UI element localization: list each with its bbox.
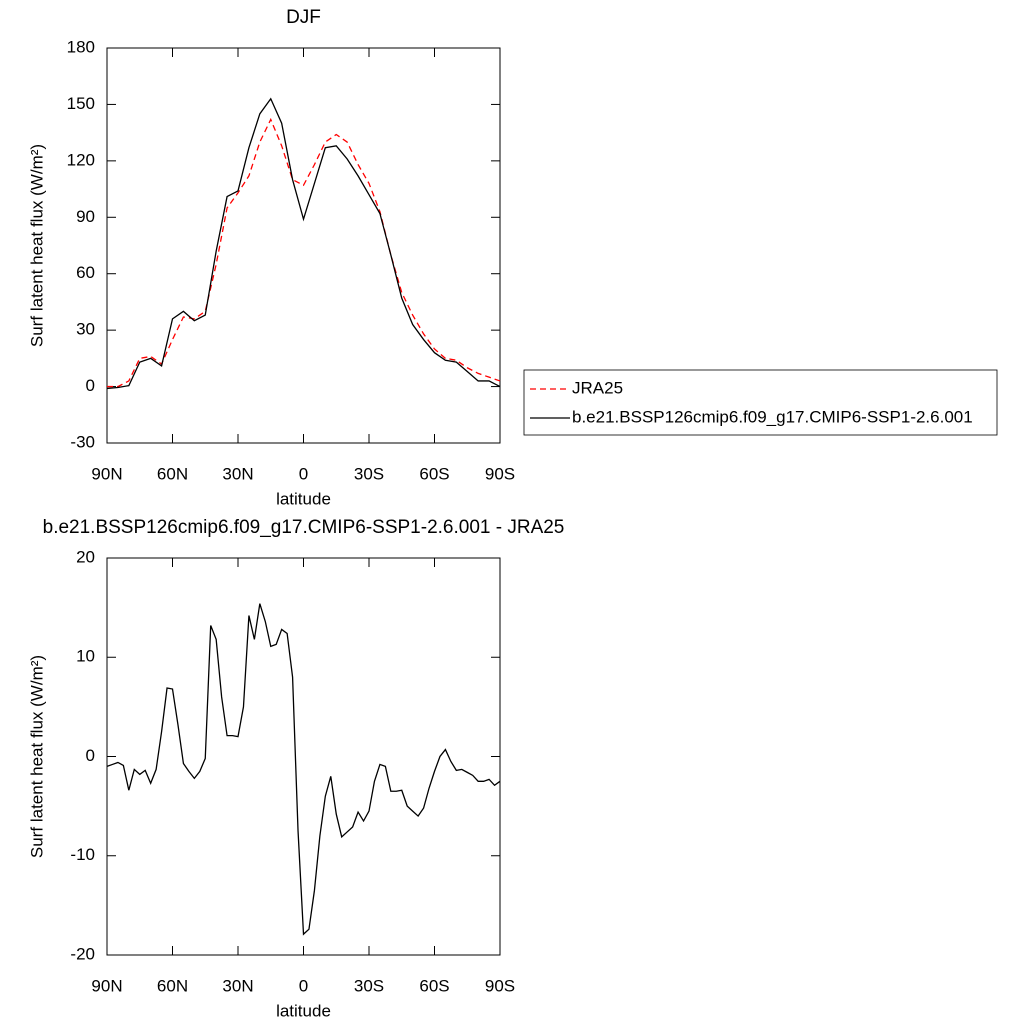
legend-label: JRA25 <box>572 378 623 397</box>
y-tick-label: -20 <box>70 944 95 963</box>
y-tick-label: 120 <box>67 150 95 169</box>
plot-frame <box>106 47 501 444</box>
x-tick-label: 90S <box>485 464 515 483</box>
x-tick-label: 90N <box>91 976 122 995</box>
x-tick-label: 30N <box>222 976 253 995</box>
y-axis-label: Surf latent heat flux (W/m²) <box>27 655 46 858</box>
x-tick-label: 90S <box>485 976 515 995</box>
y-tick-label: -30 <box>70 432 95 451</box>
chart-title: DJF <box>286 7 321 28</box>
data-line <box>106 603 501 936</box>
y-axis-label: Surf latent heat flux (W/m²) <box>27 144 46 347</box>
chart-title: b.e21.BSSP126cmip6.f09_g17.CMIP6-SSP1-2.… <box>43 517 565 538</box>
data-line <box>107 117 501 388</box>
x-axis-label: latitude <box>276 1001 331 1020</box>
y-tick-label: 0 <box>86 746 95 765</box>
y-tick-label: 180 <box>67 37 95 56</box>
y-tick-label: 20 <box>76 547 95 566</box>
x-tick-label: 30S <box>354 464 384 483</box>
y-tick-label: 0 <box>86 376 95 395</box>
x-tick-label: 90N <box>91 464 122 483</box>
y-tick-label: -10 <box>70 845 95 864</box>
y-tick-label: 10 <box>76 647 95 666</box>
x-tick-label: 60N <box>157 976 188 995</box>
x-tick-label: 0 <box>299 976 308 995</box>
y-tick-label: 60 <box>76 263 95 282</box>
x-tick-label: 0 <box>299 464 308 483</box>
y-tick-label: 150 <box>67 94 95 113</box>
x-axis-label: latitude <box>276 489 331 508</box>
x-tick-label: 60N <box>157 464 188 483</box>
x-tick-label: 30N <box>222 464 253 483</box>
legend-box <box>523 369 998 436</box>
plot-frame <box>106 557 501 956</box>
legend-label: b.e21.BSSP126cmip6.f09_g17.CMIP6-SSP1-2.… <box>572 407 973 426</box>
y-tick-label: 30 <box>76 320 95 339</box>
y-tick-label: 90 <box>76 207 95 226</box>
x-tick-label: 60S <box>419 976 449 995</box>
data-line <box>106 97 501 390</box>
x-tick-label: 30S <box>354 976 384 995</box>
x-tick-label: 60S <box>419 464 449 483</box>
